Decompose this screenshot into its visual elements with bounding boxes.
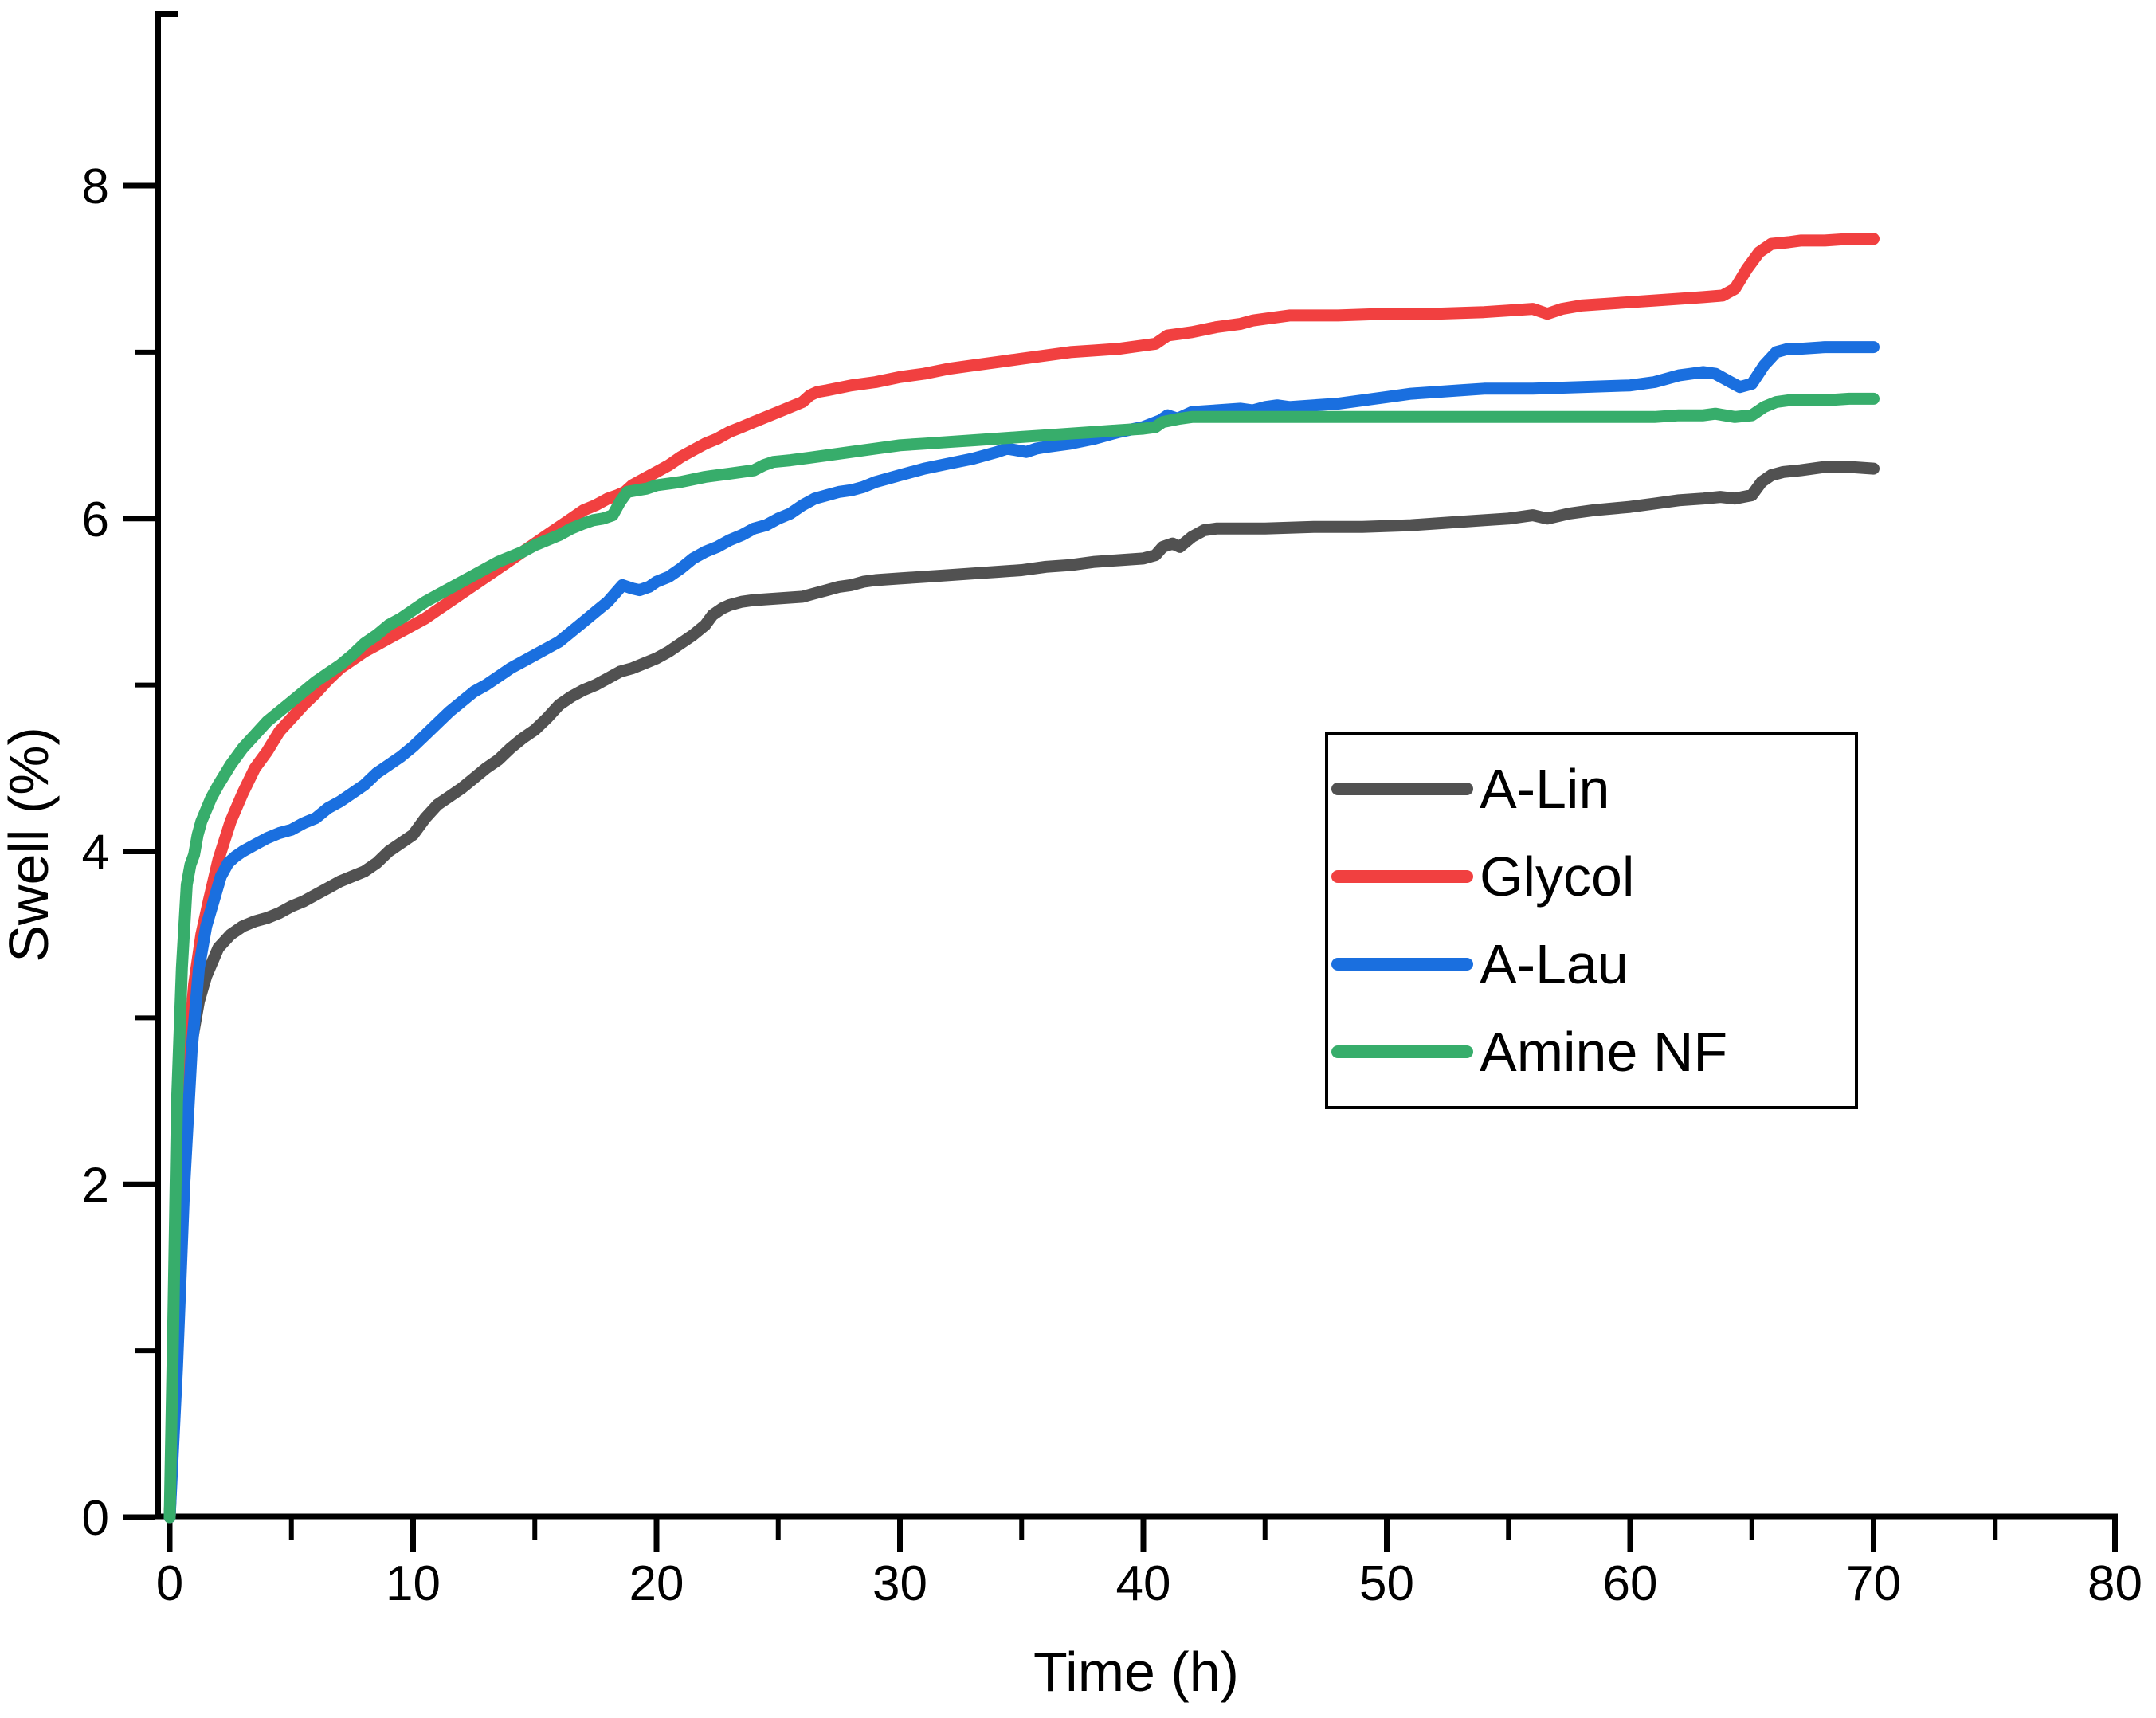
x-tick-label: 0 xyxy=(156,1556,183,1611)
legend-item: Glycol xyxy=(1331,845,1634,908)
y-tick-label: 4 xyxy=(82,826,109,881)
x-tick-label: 60 xyxy=(1603,1556,1658,1611)
y-tick-label: 8 xyxy=(82,159,109,214)
axes xyxy=(123,11,2118,1552)
legend-item: A-Lau xyxy=(1331,933,1629,995)
legend-item-label: A-Lin xyxy=(1480,758,1609,820)
y-axis-title: Swell (%) xyxy=(0,727,60,963)
series-lines xyxy=(163,233,1880,1524)
x-tick-label: 30 xyxy=(872,1556,927,1611)
x-tick-label: 70 xyxy=(1846,1556,1901,1611)
series-path-a-lin xyxy=(163,461,1880,1524)
y-tick-label: 2 xyxy=(82,1158,109,1213)
legend-item-label: A-Lau xyxy=(1480,933,1629,995)
y-tick-label: 0 xyxy=(82,1491,109,1546)
series-path-a-lau xyxy=(163,341,1880,1524)
y-tick-label: 6 xyxy=(82,492,109,547)
x-tick-label: 50 xyxy=(1359,1556,1414,1611)
legend-item-label: Amine NF xyxy=(1480,1021,1727,1083)
series-path-amine-nf xyxy=(163,392,1880,1524)
legend-item: Amine NF xyxy=(1331,1021,1727,1083)
x-tick-label: 40 xyxy=(1116,1556,1171,1611)
x-tick-label: 80 xyxy=(2087,1556,2142,1611)
legend: A-Lin Glycol A-Lau Amine NF xyxy=(1325,732,1858,1109)
x-tick-label: 20 xyxy=(629,1556,684,1611)
x-tick-label: 10 xyxy=(386,1556,441,1611)
legend-box xyxy=(1325,732,1858,1109)
legend-item-label: Glycol xyxy=(1480,845,1634,908)
x-axis-title: Time (h) xyxy=(1033,1641,1239,1703)
legend-item: A-Lin xyxy=(1331,758,1609,820)
